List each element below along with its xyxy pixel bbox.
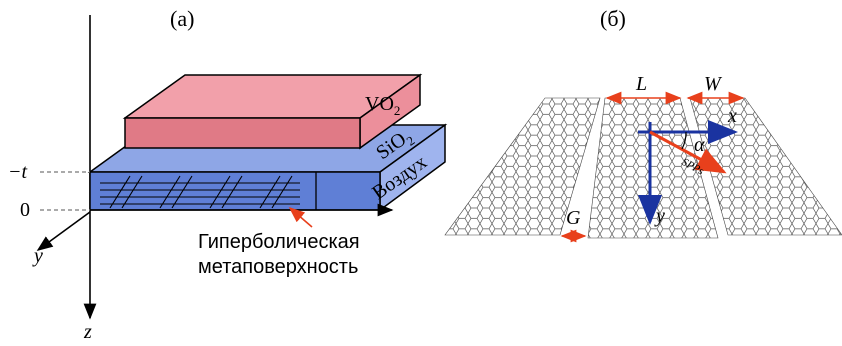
vo2-front-face: [124, 117, 361, 149]
panel-b: (б) L W G x y SPPs α: [444, 6, 842, 243]
angle-arc: [681, 131, 687, 150]
vo2-label: VO2: [365, 93, 400, 118]
level-neg-t-label: −t: [8, 161, 27, 183]
z-axis-label: z: [83, 321, 92, 343]
panel-a: (а) z y VO2 SiO2 Воздух −t 0: [8, 6, 448, 343]
dimension-L-label: L: [635, 73, 647, 95]
y-axis: [36, 211, 91, 251]
panel-b-label: (б): [600, 6, 626, 31]
graphene-ribbon-1: [444, 97, 601, 236]
annotation-arrow: [288, 206, 313, 228]
y-axis-label: y: [32, 245, 43, 267]
level-zero-label: 0: [20, 199, 30, 221]
annotation-line-2: метаповерхность: [198, 256, 358, 278]
panel-b-y-label: y: [654, 205, 665, 227]
panel-a-label: (а): [170, 6, 194, 31]
dimension-W-label: W: [704, 73, 723, 95]
annotation-line-1: Гиперболическая: [198, 231, 360, 253]
panel-b-x-label: x: [727, 105, 737, 127]
metasurface-stripes: [100, 175, 300, 209]
dimension-G-label: G: [566, 207, 581, 229]
angle-label: α: [694, 134, 705, 156]
spps-arrow: [649, 130, 727, 174]
